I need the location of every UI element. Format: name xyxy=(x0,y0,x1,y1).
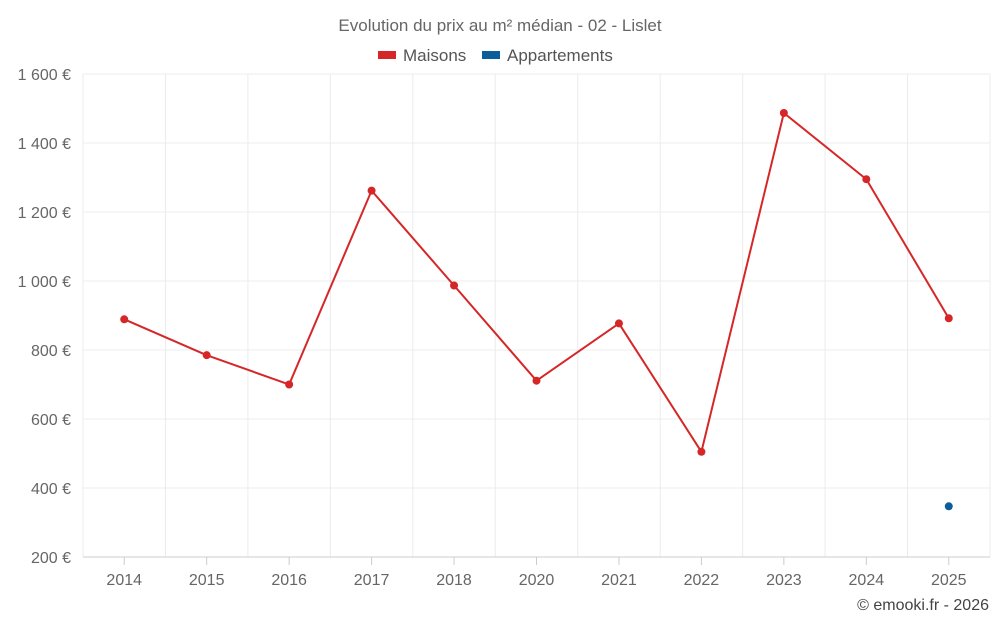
x-tick-label: 2024 xyxy=(849,572,885,589)
series-layer xyxy=(120,108,953,511)
legend-swatch-appartements xyxy=(482,51,500,59)
y-tick-label: 200 € xyxy=(31,550,71,567)
data-point-appartements[interactable] xyxy=(944,502,953,511)
data-point-maisons[interactable] xyxy=(944,314,953,323)
legend-label-appartements: Appartements xyxy=(507,46,613,65)
legend-swatch-maisons xyxy=(378,51,396,59)
legend-label-maisons: Maisons xyxy=(403,46,466,65)
data-point-maisons[interactable] xyxy=(450,281,459,290)
data-point-maisons[interactable] xyxy=(367,186,376,195)
x-tick-label: 2016 xyxy=(271,572,307,589)
legend-item-appartements[interactable]: Appartements xyxy=(482,46,613,65)
legend-item-maisons[interactable]: Maisons xyxy=(378,46,466,65)
grid xyxy=(82,73,991,557)
data-point-maisons[interactable] xyxy=(779,108,788,117)
data-point-maisons[interactable] xyxy=(120,315,129,324)
legend: Maisons Appartements xyxy=(378,46,613,65)
y-tick-label: 800 € xyxy=(31,343,71,360)
credit: © emooki.fr - 2026 xyxy=(857,597,989,614)
y-tick-label: 600 € xyxy=(31,412,71,429)
x-tick-label: 2020 xyxy=(519,572,555,589)
data-point-maisons[interactable] xyxy=(285,380,294,389)
y-tick-label: 1 400 € xyxy=(18,136,71,153)
y-tick-label: 1 600 € xyxy=(18,67,71,84)
x-tick-label: 2023 xyxy=(766,572,802,589)
chart-title: Evolution du prix au m² médian - 02 - Li… xyxy=(338,16,661,35)
x-tick-label: 2017 xyxy=(354,572,390,589)
x-tick-label: 2018 xyxy=(436,572,472,589)
x-tick-label: 2015 xyxy=(189,572,225,589)
data-point-maisons[interactable] xyxy=(697,447,706,456)
x-tick-label: 2025 xyxy=(931,572,967,589)
data-point-maisons[interactable] xyxy=(202,351,211,360)
data-point-maisons[interactable] xyxy=(862,175,871,184)
x-tick-label: 2021 xyxy=(601,572,637,589)
x-tick-label: 2014 xyxy=(106,572,142,589)
y-tick-label: 400 € xyxy=(31,481,71,498)
y-tick-label: 1 000 € xyxy=(18,274,71,291)
data-point-maisons[interactable] xyxy=(614,319,623,328)
data-point-maisons[interactable] xyxy=(532,376,541,385)
y-tick-label: 1 200 € xyxy=(18,205,71,222)
x-tick-label: 2022 xyxy=(684,572,720,589)
x-axis: 2014 2015 2016 2017 2018 2020 2021 2022 2023 2024… xyxy=(83,556,990,589)
y-axis: 200 € 400 € 600 € 800 € 1 000 € 1 200 € 1 400 … xyxy=(18,67,71,567)
